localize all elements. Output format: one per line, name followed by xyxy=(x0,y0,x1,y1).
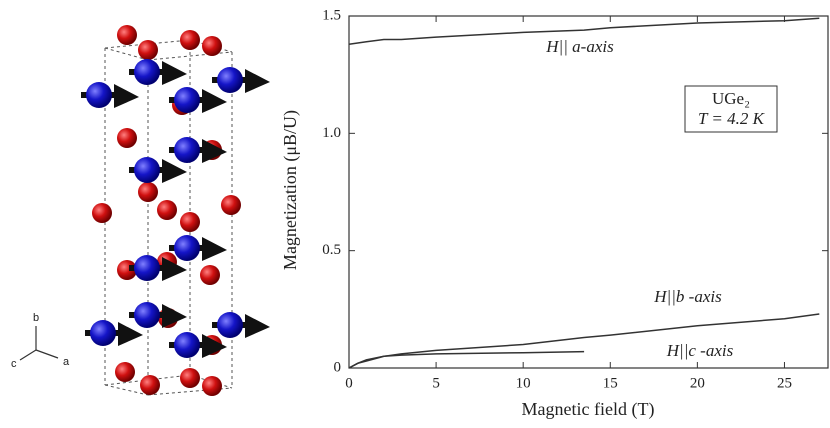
y-tick-label: 0.5 xyxy=(322,242,341,258)
moment-arrow xyxy=(162,159,187,183)
oxygen-atom xyxy=(200,265,220,285)
moment-arrow xyxy=(162,61,187,85)
triad-c xyxy=(19,349,37,361)
series-label: H||c -axis xyxy=(666,341,734,360)
oxygen-atom xyxy=(92,203,112,223)
uranium-atom xyxy=(134,302,160,328)
moment-arrow xyxy=(202,89,227,113)
moment-arrow xyxy=(118,322,143,346)
uranium-atom xyxy=(134,59,160,85)
x-axis-title: Magnetic field (T) xyxy=(522,399,655,420)
x-tick-label: 15 xyxy=(603,375,618,391)
moment-arrow xyxy=(114,84,139,108)
x-tick-label: 0 xyxy=(345,375,353,391)
series-line xyxy=(348,17,820,45)
series-line xyxy=(348,350,585,369)
oxygen-atom xyxy=(202,376,222,396)
triad-label: c xyxy=(11,358,17,370)
annotation: UGe₂ xyxy=(712,89,750,108)
oxygen-atom xyxy=(221,195,241,215)
moment-arrow xyxy=(202,139,227,163)
oxygen-atom xyxy=(140,375,160,395)
moment-arrow xyxy=(202,237,227,261)
annotation: T = 4.2 K xyxy=(698,109,766,128)
oxygen-atom xyxy=(115,362,135,382)
moment-arrow xyxy=(162,304,187,328)
plot-frame xyxy=(348,15,829,369)
y-tick-label: 1.0 xyxy=(322,125,341,141)
uranium-atom xyxy=(86,82,112,108)
moment-arrow xyxy=(245,314,270,338)
series-label: H||b -axis xyxy=(653,287,722,306)
uranium-atom xyxy=(217,67,243,93)
uranium-atom xyxy=(174,235,200,261)
x-tick-label: 20 xyxy=(690,375,705,391)
moment-arrow xyxy=(162,257,187,281)
oxygen-atom xyxy=(180,30,200,50)
y-axis-title: Magnetization (μB/U) xyxy=(280,110,301,270)
cell-edge xyxy=(147,51,233,61)
oxygen-atom xyxy=(117,25,137,45)
axis-triad xyxy=(19,326,59,361)
x-tick-label: 5 xyxy=(432,375,440,391)
cell-edge xyxy=(104,384,149,396)
triad-label: a xyxy=(63,356,70,368)
oxygen-atom xyxy=(138,182,158,202)
oxygen-atom xyxy=(117,128,137,148)
uranium-atom xyxy=(174,137,200,163)
uranium-atom xyxy=(174,87,200,113)
oxygen-atom xyxy=(180,212,200,232)
uranium-atom xyxy=(217,312,243,338)
uranium-atom xyxy=(134,255,160,281)
y-tick-label: 0 xyxy=(334,359,342,375)
moment-arrow xyxy=(202,334,227,358)
y-tick-label: 1.5 xyxy=(322,7,341,23)
annotation-box xyxy=(684,85,778,133)
series-label: H|| a-axis xyxy=(545,37,614,56)
uranium-atom xyxy=(134,157,160,183)
triad-a xyxy=(35,349,59,359)
uranium-atom xyxy=(90,320,116,346)
oxygen-atom xyxy=(202,36,222,56)
triad-label: b xyxy=(33,312,39,324)
moment-arrow xyxy=(245,69,270,93)
uranium-atom xyxy=(174,332,200,358)
cell-edge xyxy=(104,47,149,61)
series-line xyxy=(348,313,820,369)
oxygen-atom xyxy=(157,200,177,220)
oxygen-atom xyxy=(180,368,200,388)
oxygen-atom xyxy=(138,40,158,60)
crystal-structure xyxy=(81,25,270,396)
x-tick-label: 10 xyxy=(516,375,531,391)
x-tick-label: 25 xyxy=(777,375,792,391)
cell-edge xyxy=(147,387,233,396)
